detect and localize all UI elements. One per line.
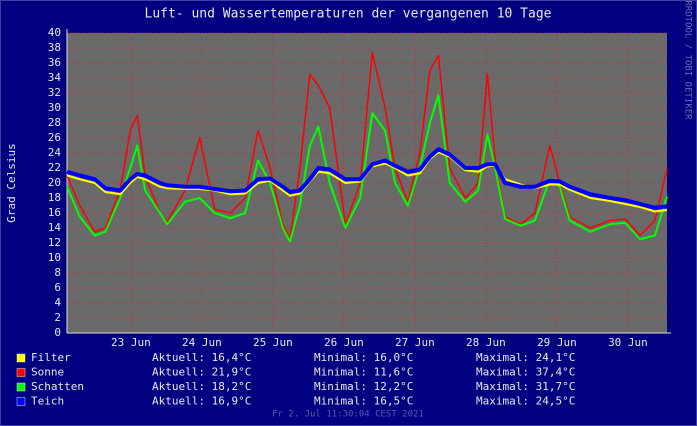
y-tick-label: 2	[54, 311, 61, 324]
y-tick-label: 20	[48, 176, 61, 189]
x-tick-label: 26 Jun	[324, 336, 364, 349]
x-tick-label: 24 Jun	[182, 336, 222, 349]
series-line	[66, 147, 668, 210]
y-tick-label: 38	[48, 41, 61, 54]
y-tick-label: 34	[48, 71, 62, 84]
legend-swatch	[16, 397, 26, 406]
y-tick-label: 12	[48, 236, 61, 249]
y-tick-label: 10	[48, 251, 61, 264]
footer: Fr 2. Jul 11:30:04 CEST 2021	[272, 410, 424, 420]
side-text: RRDTOOL / TOBI OETIKER	[683, 0, 693, 120]
y-tick-label: 26	[48, 131, 61, 144]
legend-stat: Maximal: 37,4°C	[476, 366, 575, 379]
y-tick-label: 14	[48, 221, 62, 234]
legend-swatch	[16, 382, 26, 392]
chart-title: Luft- und Wassertemperaturen der vergang…	[145, 7, 552, 22]
y-tick-label: 24	[48, 146, 62, 159]
y-tick-label: 22	[48, 161, 61, 174]
legend-stat: Minimal: 11,6°C	[314, 366, 413, 379]
y-tick-label: 30	[48, 101, 61, 114]
legend-stat: Aktuell: 16,4°C	[152, 351, 251, 364]
legend-stat: Minimal: 16,5°C	[314, 395, 413, 408]
series-line	[66, 151, 668, 213]
x-tick-label: 30 Jun	[608, 336, 648, 349]
legend-stat: Aktuell: 16,9°C	[152, 395, 251, 408]
x-tick-label: 23 Jun	[111, 336, 151, 349]
legend-label: Filter	[31, 351, 71, 364]
legend-stat: Aktuell: 18,2°C	[152, 380, 251, 393]
legend-stat: Minimal: 16,0°C	[314, 351, 413, 364]
y-tick-label: 4	[54, 296, 61, 309]
y-tick-label: 32	[48, 86, 61, 99]
x-tick-label: 25 Jun	[253, 336, 293, 349]
y-tick-label: 18	[48, 191, 61, 204]
y-tick-label: 8	[54, 266, 61, 279]
y-axis-label: Grad Celsius	[5, 143, 18, 222]
y-tick-label: 28	[48, 116, 61, 129]
legend-label: Teich	[31, 395, 64, 408]
y-tick-label: 6	[54, 281, 61, 294]
y-tick-label: 0	[54, 326, 61, 339]
y-tick-label: 36	[48, 56, 61, 69]
legend-stat: Maximal: 24,5°C	[476, 395, 575, 408]
legend-stat: Maximal: 31,7°C	[476, 380, 575, 393]
legend-swatch	[16, 368, 26, 377]
legend-swatch	[16, 353, 26, 363]
x-tick-label: 28 Jun	[466, 336, 506, 349]
legend-stat: Minimal: 12,2°C	[314, 380, 413, 393]
legend-stat: Maximal: 24,1°C	[476, 351, 575, 364]
x-tick-label: 27 Jun	[395, 336, 435, 349]
x-tick-label: 29 Jun	[537, 336, 577, 349]
legend-label: Sonne	[31, 366, 64, 379]
legend-stat: Aktuell: 21,9°C	[152, 366, 251, 379]
legend-label: Schatten	[31, 380, 84, 393]
y-tick-label: 40	[48, 26, 61, 39]
y-tick-label: 16	[48, 206, 61, 219]
